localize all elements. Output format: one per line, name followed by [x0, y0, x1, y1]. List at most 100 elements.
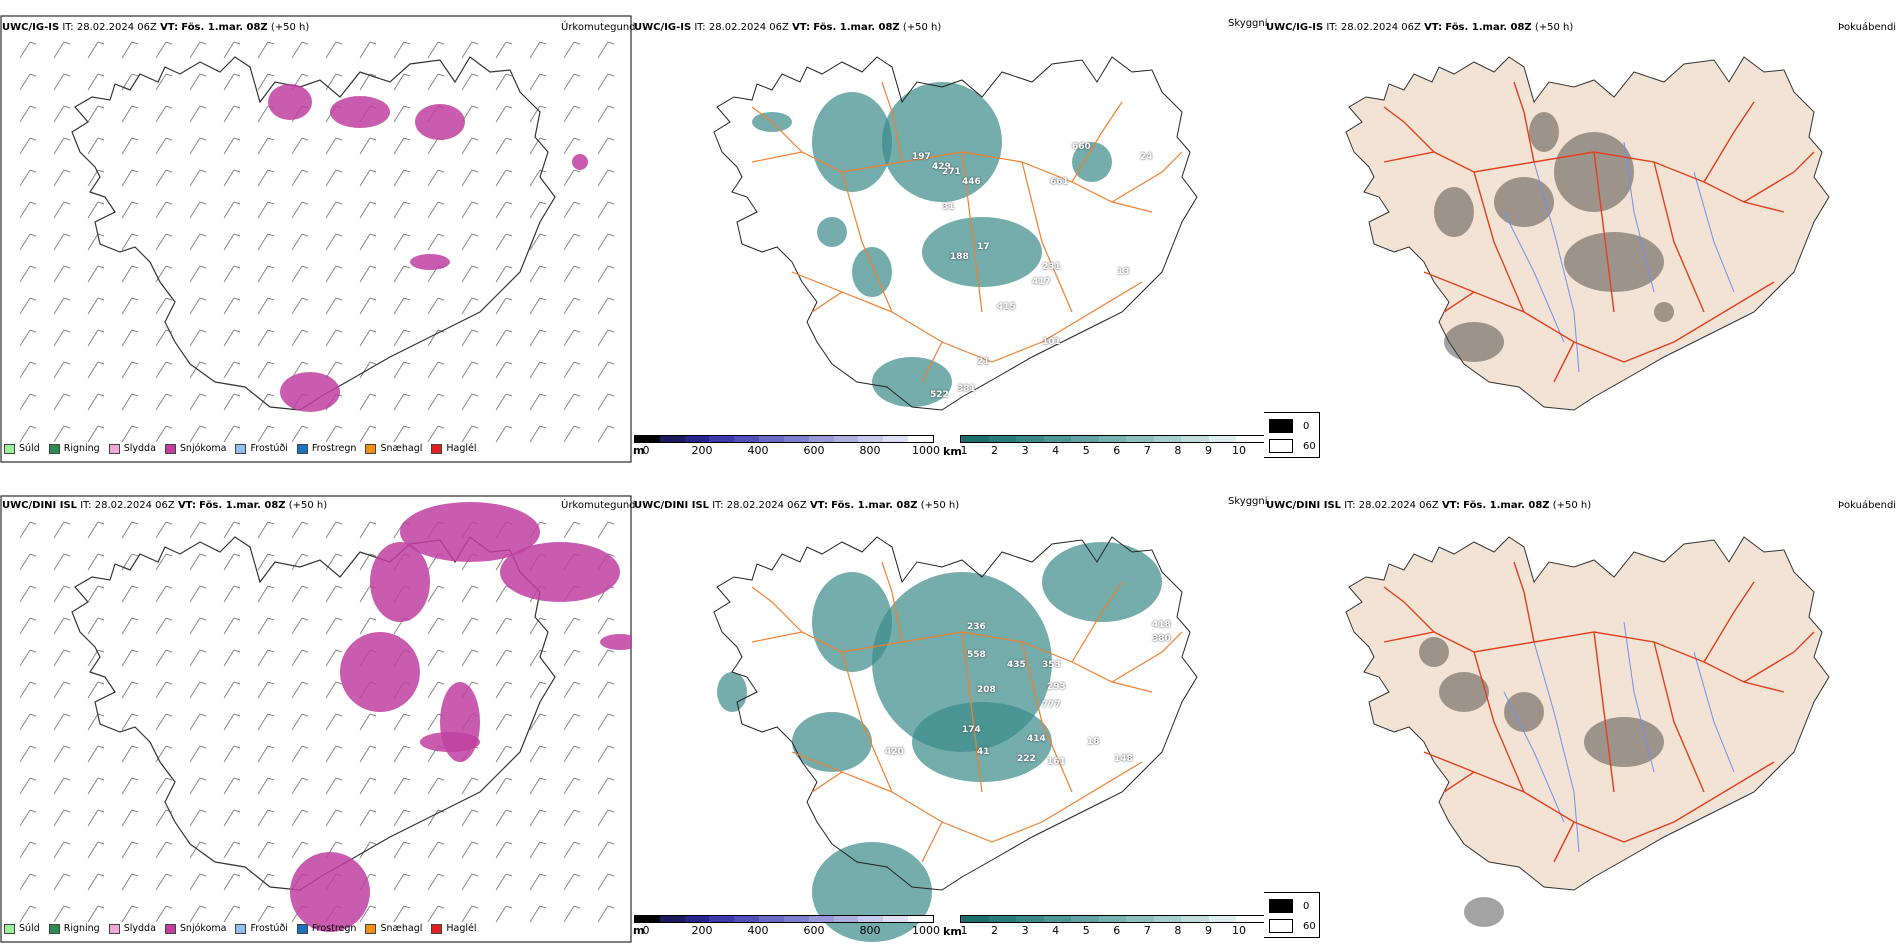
rivers [1503, 141, 1735, 373]
wind-barb [461, 73, 479, 91]
cloud-base-label: 41 [977, 747, 990, 757]
wind-barb [495, 393, 513, 411]
wind-barb [291, 681, 309, 699]
wind-barb [529, 873, 547, 891]
legend-item: Snæhagl [365, 923, 422, 934]
wind-barb [53, 521, 71, 539]
colorbar-cell [1181, 916, 1209, 922]
wind-barb [359, 777, 377, 795]
wind-barb [189, 233, 207, 251]
wind-barb [563, 809, 581, 827]
road [1653, 161, 1705, 313]
wind-barb [53, 105, 71, 123]
wind-barb [223, 265, 241, 283]
legend-item: Frostúði [235, 923, 288, 934]
wind-barb [291, 713, 309, 731]
wind-barb [427, 905, 445, 923]
wind-barb [19, 105, 37, 123]
fog-map-svg [1345, 536, 1830, 927]
wind-barb [121, 585, 139, 603]
wind-barb [53, 361, 71, 379]
wind-barb [121, 905, 139, 923]
wind-barb [223, 521, 241, 539]
shaded-area [1584, 717, 1664, 767]
wind-barb [189, 169, 207, 187]
colorbar-cell [1126, 916, 1154, 922]
wind-barb [359, 745, 377, 763]
fog-legend-label: 60 [1303, 440, 1316, 452]
colorbar-tick: 0 [642, 924, 650, 937]
shaded-area [420, 732, 480, 752]
wind-barb [393, 41, 411, 59]
wind-barb [257, 297, 275, 315]
colorbar-cell [883, 436, 909, 442]
colorbar-cell [883, 916, 909, 922]
wind-barb [155, 361, 173, 379]
legend-item: Snæhagl [365, 443, 422, 454]
fog-legend-item: 0 [1269, 419, 1309, 433]
wind-barb [597, 777, 615, 795]
legend-item: Snjókoma [164, 443, 226, 454]
wind-barb [257, 265, 275, 283]
cloud-base-label: 197 [912, 152, 931, 162]
wind-barb [53, 841, 71, 859]
wind-barb [155, 265, 173, 283]
wind-barb [495, 105, 513, 123]
wind-barb [325, 137, 343, 155]
wind-barb [529, 809, 547, 827]
wind-barb [597, 649, 615, 667]
row2-cloud-header: UWC/DINI ISL IT: 28.02.2024 06Z VT: Fös.… [634, 500, 960, 511]
wind-barb [495, 745, 513, 763]
colorbar-tick: 9 [1204, 444, 1212, 457]
legend-label: Rigning [63, 443, 100, 454]
wind-barb [53, 649, 71, 667]
wind-barb [257, 777, 275, 795]
wind-barb [291, 521, 309, 539]
wind-barb [189, 905, 207, 923]
road [841, 651, 893, 793]
wind-barb [87, 73, 105, 91]
road [1423, 271, 1775, 363]
colorbar-tick: 4 [1052, 924, 1060, 937]
wind-barb [359, 425, 377, 443]
wind-barb [325, 553, 343, 571]
wind-barb [257, 201, 275, 219]
wind-barb [19, 777, 37, 795]
wind-barb [461, 233, 479, 251]
colorbar-cell [1208, 436, 1237, 442]
wind-barb [53, 393, 71, 411]
wind-barb [529, 425, 547, 443]
wind-barb [155, 681, 173, 699]
wind-barb [597, 233, 615, 251]
wind-barb [19, 841, 37, 859]
wind-barb [189, 73, 207, 91]
wind-barb [597, 201, 615, 219]
shaded-area [370, 542, 430, 622]
colorbar-tick: 8 [1174, 444, 1182, 457]
cloud-base-label: 161 [1047, 757, 1066, 767]
colorbar-cell [709, 436, 735, 442]
wind-barb [393, 233, 411, 251]
wind-barb [189, 777, 207, 795]
wind-barb [189, 41, 207, 59]
wind-barb [461, 169, 479, 187]
shaded-area [1464, 897, 1504, 927]
wind-barb [529, 905, 547, 923]
road [1593, 151, 1615, 313]
road-network [1383, 561, 1815, 863]
wind-barb [19, 265, 37, 283]
wind-barb [427, 873, 445, 891]
wind-barb [223, 905, 241, 923]
wind-barb [87, 233, 105, 251]
fog-legend-label: 0 [1303, 420, 1310, 432]
wind-barb [461, 841, 479, 859]
wind-barb [257, 681, 275, 699]
wind-barb [291, 649, 309, 667]
colorbar-tick: 200 [691, 444, 713, 457]
road [1653, 641, 1705, 793]
road [1423, 751, 1775, 843]
shaded-area [1564, 232, 1664, 292]
wind-barb [189, 329, 207, 347]
wind-barb [461, 873, 479, 891]
legend-item: Haglél [431, 923, 477, 934]
